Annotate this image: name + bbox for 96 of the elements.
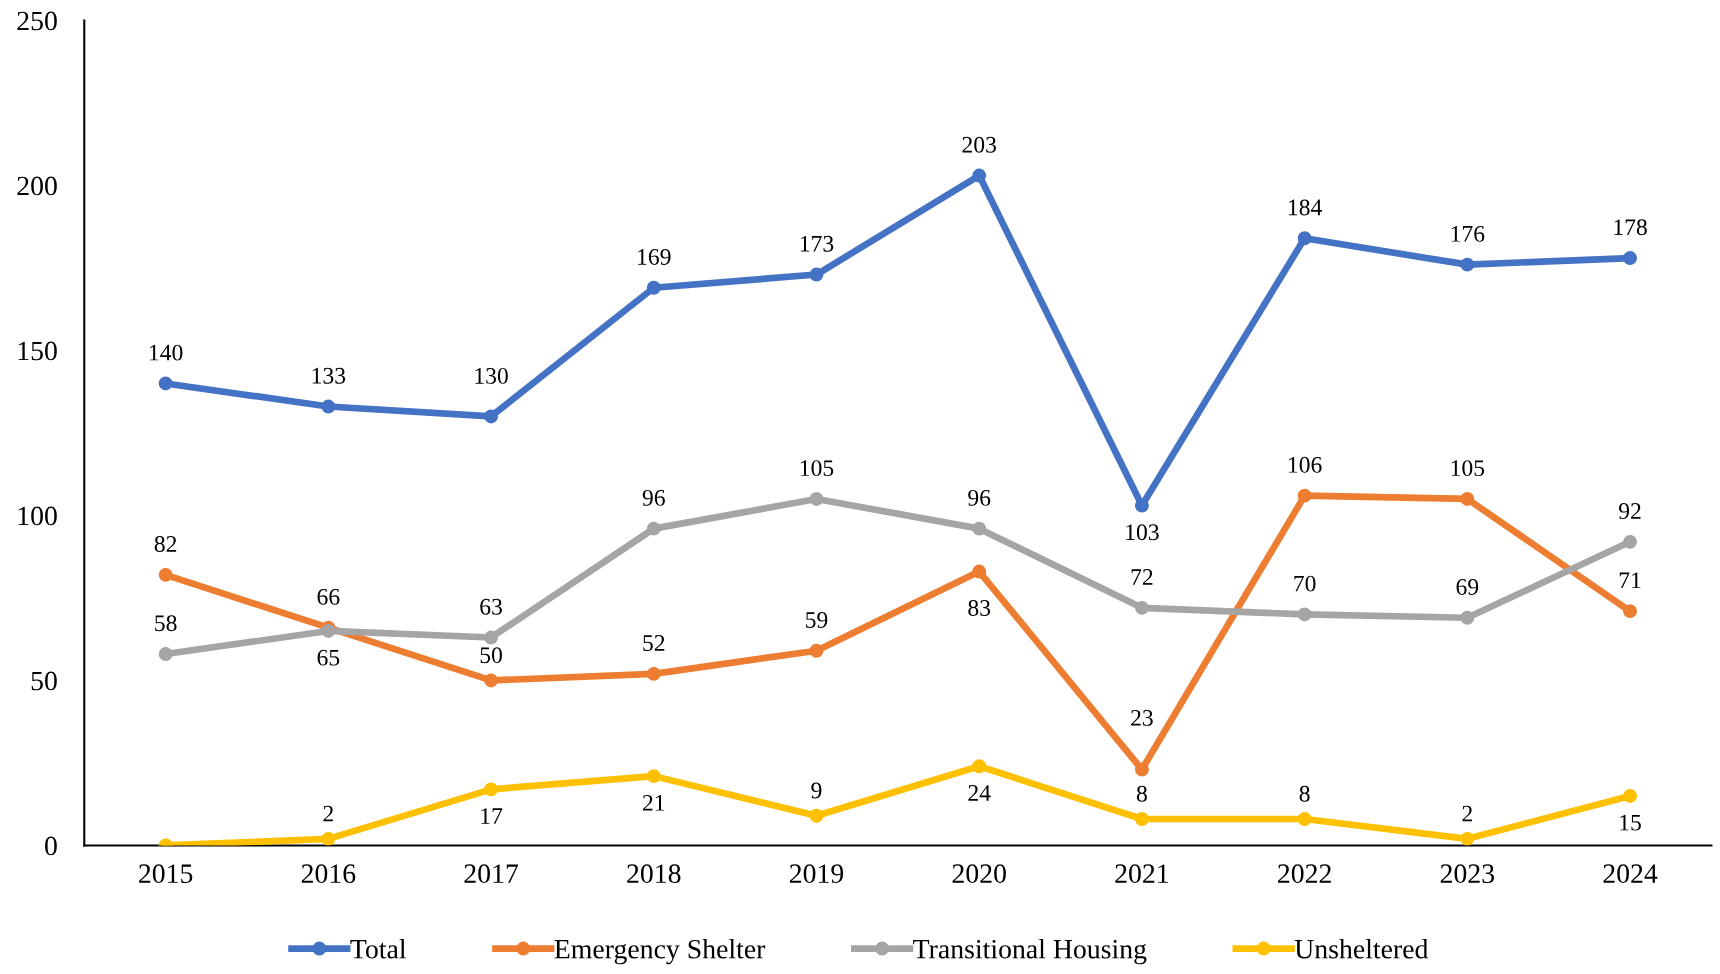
data-label: 2 <box>323 805 333 822</box>
data-label: 58 <box>155 615 177 632</box>
data-label: 23 <box>1131 709 1153 726</box>
point <box>1134 762 1149 777</box>
data-label: 52 <box>643 635 665 651</box>
data-label: 176 <box>1451 225 1485 242</box>
data-label: 59 <box>806 612 828 628</box>
data-label: 24 <box>968 785 991 801</box>
point <box>1297 812 1312 826</box>
data-label: 8 <box>1136 785 1147 802</box>
point <box>1460 257 1475 272</box>
point <box>321 831 336 846</box>
data-label: 70 <box>1294 575 1316 592</box>
point <box>1297 231 1312 246</box>
data-label: 69 <box>1456 579 1479 595</box>
data-label: 50 <box>480 647 502 664</box>
data-label: 130 <box>475 367 508 384</box>
data-label: 92 <box>1619 503 1641 519</box>
x-tick-label: 2020 <box>952 864 1006 884</box>
data-label: 82 <box>154 536 177 552</box>
point <box>972 759 987 774</box>
data-label: 140 <box>150 344 183 361</box>
x-tick-label: 2024 <box>1603 864 1658 884</box>
point <box>809 491 824 506</box>
data-label: 2 <box>1462 805 1472 822</box>
x-tick-label: 2017 <box>464 864 519 884</box>
data-label: 72 <box>1131 569 1153 585</box>
y-tick-label: 150 <box>18 341 57 361</box>
data-label: 21 <box>643 794 665 811</box>
data-label: 184 <box>1288 199 1322 216</box>
x-tick-label: 2021 <box>1115 864 1169 884</box>
y-tick-label: 0 <box>45 836 57 856</box>
x-tick-label: 2018 <box>627 864 681 884</box>
data-label: 96 <box>968 489 991 506</box>
y-tick-label: 100 <box>18 506 57 526</box>
data-label: 71 <box>1619 572 1641 589</box>
point <box>972 564 987 579</box>
data-label: 133 <box>312 367 346 384</box>
point <box>646 280 661 295</box>
point <box>1297 607 1312 622</box>
point <box>1134 812 1149 826</box>
point <box>484 673 499 688</box>
point <box>809 808 824 823</box>
legend-label: Unsheltered <box>1294 939 1429 959</box>
point <box>1297 488 1312 503</box>
point <box>158 376 173 391</box>
point <box>158 647 173 661</box>
point <box>484 630 499 645</box>
data-label: 8 <box>1299 785 1310 802</box>
y-tick-label: 250 <box>17 11 57 31</box>
point <box>646 666 661 681</box>
point <box>321 399 336 414</box>
point <box>1460 831 1475 846</box>
data-label: 106 <box>1288 456 1322 473</box>
point <box>158 567 173 582</box>
data-label: 15 <box>1620 814 1641 831</box>
point <box>1134 600 1149 615</box>
point <box>809 267 824 282</box>
x-tick-label: 2019 <box>789 864 844 884</box>
point <box>646 521 661 536</box>
data-label: 169 <box>638 249 671 265</box>
point <box>1623 604 1637 619</box>
x-tick-label: 2023 <box>1440 864 1495 884</box>
point <box>484 782 499 797</box>
point <box>1134 498 1149 513</box>
data-label: 66 <box>317 588 340 605</box>
point <box>1460 610 1475 625</box>
data-label: 83 <box>968 600 991 616</box>
legend-label: Transitional Housing <box>913 939 1147 965</box>
x-tick-label: 2022 <box>1278 864 1331 884</box>
x-tick-label: 2015 <box>139 864 193 884</box>
data-label: 105 <box>800 460 834 477</box>
data-label: 173 <box>800 235 834 252</box>
point <box>972 168 987 183</box>
data-label: 9 <box>811 782 822 799</box>
point <box>1623 788 1637 803</box>
x-tick-label: 2016 <box>301 864 356 884</box>
data-label: 96 <box>642 489 665 506</box>
point <box>809 643 824 658</box>
legend-label: Emergency Shelter <box>554 939 766 965</box>
y-tick-label: 50 <box>31 671 57 691</box>
data-label: 103 <box>1126 524 1159 541</box>
point <box>646 769 661 784</box>
point <box>1623 251 1637 265</box>
point <box>972 521 987 536</box>
legend-label: Total <box>350 939 407 959</box>
data-label: 105 <box>1451 460 1485 477</box>
point <box>484 409 499 424</box>
point <box>1623 534 1637 549</box>
data-label: 17 <box>481 808 503 824</box>
y-tick-label: 200 <box>17 176 57 196</box>
data-label: 178 <box>1614 219 1647 236</box>
data-label: 65 <box>317 649 340 666</box>
data-label: 203 <box>962 136 996 153</box>
point <box>1460 491 1475 506</box>
data-label: 63 <box>480 598 502 615</box>
